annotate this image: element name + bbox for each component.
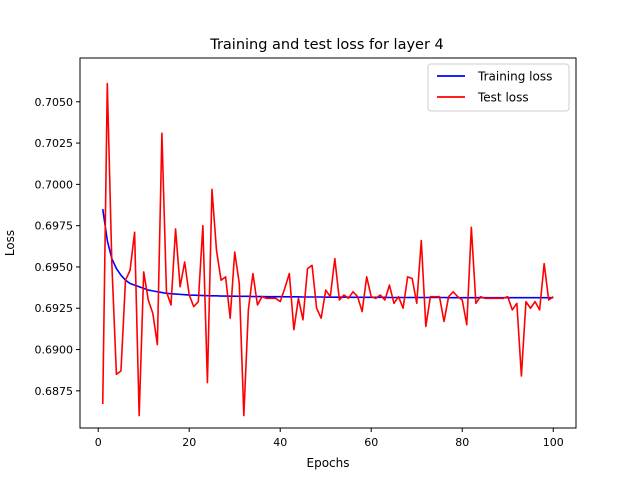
y-tick-label: 0.7025 [35,137,74,150]
y-axis: 0.6875 0.6900 0.6925 0.6950 0.6975 0.7000 0.70… [35,96,80,398]
chart-title: Training and test loss for layer 4 [209,37,444,53]
x-tick-label: 100 [543,436,564,449]
y-axis-label: Loss [3,230,17,256]
y-tick-label: 0.6975 [35,220,74,233]
x-tick-label: 80 [455,436,469,449]
legend-label-test: Test loss [477,91,529,105]
y-tick-label: 0.7050 [35,96,74,109]
x-tick-label: 0 [95,436,102,449]
plot-background [80,58,576,428]
series-layer [101,82,554,417]
legend: Training loss Test loss [427,63,570,112]
series-line-training-loss [101,209,554,299]
x-tick-label: 40 [273,436,287,449]
x-tick-label: 20 [182,436,196,449]
legend-label-training: Training loss [477,70,552,84]
x-tick-label: 60 [364,436,378,449]
y-tick-label: 0.6950 [35,261,74,274]
x-axis: 0 20 40 60 80 100 [95,428,564,449]
x-axis-label: Epochs [307,456,350,470]
y-tick-label: 0.6900 [35,344,74,357]
y-tick-label: 0.6875 [35,385,74,398]
plot-frame [79,57,577,429]
series-line-test-loss [101,82,554,417]
y-tick-label: 0.7000 [35,178,74,191]
y-tick-label: 0.6925 [35,302,74,315]
plot-area [79,57,577,429]
